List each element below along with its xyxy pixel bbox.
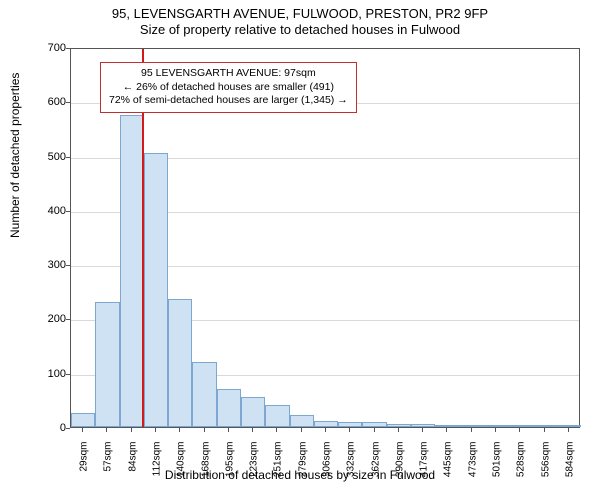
- histogram-bar: [314, 421, 338, 427]
- y-tick-label: 500: [36, 151, 66, 163]
- annotation-box: 95 LEVENSGARTH AVENUE: 97sqm ← 26% of de…: [100, 62, 357, 113]
- x-tick-mark: [471, 428, 472, 432]
- x-tick-mark: [325, 428, 326, 432]
- histogram-bar: [387, 424, 411, 427]
- histogram-bar: [532, 425, 556, 427]
- histogram-bar: [362, 422, 386, 427]
- annotation-line-2: ← 26% of detached houses are smaller (49…: [109, 81, 348, 95]
- x-tick-mark: [374, 428, 375, 432]
- x-tick-mark: [349, 428, 350, 432]
- y-axis-label: Number of detached properties: [8, 73, 22, 238]
- histogram-bar: [290, 415, 314, 427]
- histogram-bar: [508, 425, 532, 427]
- annotation-line-3: 72% of semi-detached houses are larger (…: [109, 94, 348, 108]
- y-tick-label: 600: [36, 96, 66, 108]
- x-axis-label: Distribution of detached houses by size …: [0, 468, 600, 482]
- title-line-1: 95, LEVENSGARTH AVENUE, FULWOOD, PRESTON…: [0, 6, 600, 22]
- histogram-bar: [338, 422, 362, 427]
- y-tick-label: 300: [36, 259, 66, 271]
- histogram-bar: [435, 425, 459, 427]
- x-tick-mark: [106, 428, 107, 432]
- histogram-bar: [95, 302, 119, 427]
- x-tick-mark: [495, 428, 496, 432]
- x-tick-mark: [398, 428, 399, 432]
- histogram-bar: [460, 425, 484, 427]
- chart-container: 95, LEVENSGARTH AVENUE, FULWOOD, PRESTON…: [0, 0, 600, 500]
- x-tick-mark: [204, 428, 205, 432]
- x-tick-mark: [131, 428, 132, 432]
- histogram-bar: [192, 362, 216, 427]
- annotation-line-1: 95 LEVENSGARTH AVENUE: 97sqm: [109, 67, 348, 81]
- histogram-bar: [484, 425, 508, 427]
- x-tick-mark: [422, 428, 423, 432]
- x-tick-mark: [276, 428, 277, 432]
- histogram-bar: [144, 153, 168, 427]
- y-tick-label: 200: [36, 313, 66, 325]
- x-tick-mark: [82, 428, 83, 432]
- x-tick-mark: [544, 428, 545, 432]
- x-tick-mark: [179, 428, 180, 432]
- x-tick-mark: [252, 428, 253, 432]
- histogram-bar: [557, 425, 581, 427]
- y-tick-label: 100: [36, 368, 66, 380]
- x-tick-mark: [568, 428, 569, 432]
- histogram-bar: [265, 405, 289, 427]
- x-tick-mark: [228, 428, 229, 432]
- y-tick-label: 700: [36, 42, 66, 54]
- histogram-bar: [411, 424, 435, 427]
- histogram-bar: [168, 299, 192, 427]
- x-tick-mark: [519, 428, 520, 432]
- title-line-2: Size of property relative to detached ho…: [0, 22, 600, 38]
- y-tick-label: 0: [36, 422, 66, 434]
- histogram-bar: [120, 115, 144, 427]
- histogram-bar: [71, 413, 95, 427]
- x-tick-mark: [301, 428, 302, 432]
- title-block: 95, LEVENSGARTH AVENUE, FULWOOD, PRESTON…: [0, 0, 600, 39]
- y-tick-mark: [66, 428, 70, 429]
- x-tick-mark: [446, 428, 447, 432]
- histogram-bar: [217, 389, 241, 427]
- y-tick-label: 400: [36, 205, 66, 217]
- histogram-bar: [241, 397, 265, 427]
- x-tick-mark: [155, 428, 156, 432]
